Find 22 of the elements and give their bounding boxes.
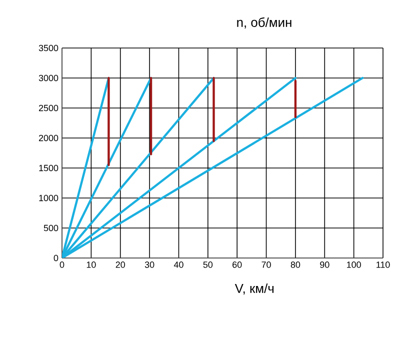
y-tick-label: 1000 [39, 194, 58, 202]
x-tick-label: 20 [116, 262, 126, 268]
y-tick-label: 3500 [38, 44, 58, 52]
y-tick-label: 3000 [38, 74, 58, 82]
y-tick-label: 2000 [38, 134, 58, 142]
x-tick-label: 100 [347, 262, 361, 268]
y-tick-label: 0 [54, 254, 58, 262]
x-tick-label: 0 [60, 262, 64, 268]
x-tick-label: 60 [232, 262, 242, 268]
x-tick-label: 10 [86, 262, 96, 268]
x-tick-label: 40 [174, 262, 184, 268]
y-tick-label: 1500 [39, 164, 58, 172]
x-tick-label: 110 [376, 262, 390, 268]
chart-title: n, об/мин [237, 17, 292, 28]
x-axis-title: V, км/ч [234, 284, 274, 295]
x-tick-label: 30 [144, 262, 154, 268]
x-tick-label: 90 [320, 262, 330, 268]
y-tick-label: 2500 [38, 104, 58, 112]
x-tick-label: 50 [203, 262, 213, 268]
x-tick-label: 80 [290, 262, 300, 268]
y-tick-label: 500 [44, 224, 58, 232]
x-tick-label: 70 [262, 262, 271, 268]
